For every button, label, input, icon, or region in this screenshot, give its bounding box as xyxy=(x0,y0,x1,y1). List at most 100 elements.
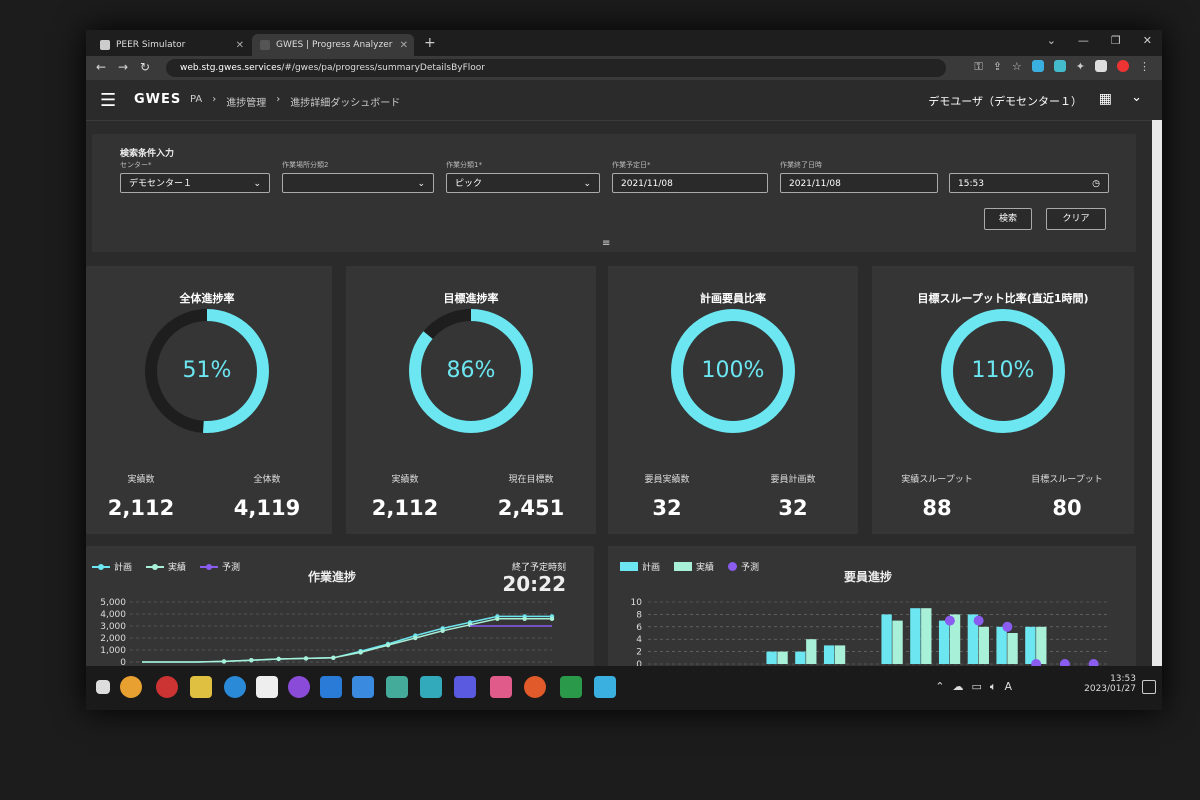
start-menu-icon[interactable] xyxy=(96,680,110,694)
clear-button[interactable]: クリア xyxy=(1046,208,1106,230)
app-icon[interactable] xyxy=(352,676,374,698)
legend-item[interactable]: 計画 xyxy=(92,560,132,573)
center-select[interactable]: センター* デモセンター１ ⌄ xyxy=(120,160,270,193)
legend-swatch xyxy=(620,562,638,571)
sidepanel-icon[interactable] xyxy=(1095,60,1107,72)
back-icon[interactable]: ← xyxy=(96,60,107,74)
breadcrumb-item[interactable]: PA xyxy=(190,94,203,105)
app-icon[interactable] xyxy=(156,676,178,698)
work-area-select[interactable]: 作業場所分類2 ⌄ xyxy=(282,160,434,193)
clock[interactable]: 13:53 2023/01/27 xyxy=(1084,674,1136,694)
bar xyxy=(777,651,788,664)
chevron-up-icon[interactable]: ⌃ xyxy=(935,680,945,693)
legend-item[interactable]: 実績 xyxy=(674,560,714,573)
tab-search-icon[interactable]: ⌄ xyxy=(1046,34,1056,47)
app-icon[interactable] xyxy=(288,676,310,698)
profile-avatar[interactable] xyxy=(1117,60,1129,72)
forecast-point xyxy=(973,615,984,626)
bar xyxy=(823,645,835,664)
end-time-field[interactable]: 15:53 ◷ xyxy=(949,160,1109,193)
legend-item[interactable]: 計画 xyxy=(620,560,660,573)
legend-label: 計画 xyxy=(642,563,661,573)
legend-label: 実績 xyxy=(696,563,715,573)
legend-item[interactable]: 予測 xyxy=(728,560,759,573)
minimize-icon[interactable]: — xyxy=(1077,34,1089,47)
kpi-left-label: 実績数 xyxy=(127,475,155,485)
share-icon[interactable]: ⇪ xyxy=(992,60,1002,73)
kpi-percent: 100% xyxy=(701,358,765,383)
data-point xyxy=(276,656,281,662)
apps-grid-icon[interactable]: ▦ xyxy=(1098,91,1112,107)
powerpoint-icon[interactable] xyxy=(524,676,546,698)
menu-dots-icon[interactable]: ⋮ xyxy=(1139,60,1150,73)
ime-indicator[interactable]: A xyxy=(1004,680,1012,693)
y-tick-label: 8 xyxy=(636,610,642,620)
legend-swatch xyxy=(728,562,738,571)
kpi-left-value: 88 xyxy=(922,496,952,520)
y-tick-label: 2,000 xyxy=(100,634,126,644)
extension-icons: ⚿ ⇪ ☆ ✦ ⋮ xyxy=(974,60,1150,74)
kpi-card-overall: 全体進捗率 51% 実績数 全体数 2,112 4,119 xyxy=(86,266,332,534)
puzzle-icon[interactable]: ✦ xyxy=(1075,60,1085,73)
file-explorer-icon[interactable] xyxy=(190,676,212,698)
brand-logo[interactable]: GWES xyxy=(134,92,182,107)
bar xyxy=(892,620,903,664)
collapse-handle-icon[interactable]: ≡ xyxy=(602,238,611,249)
maximize-icon[interactable]: ❐ xyxy=(1110,34,1121,47)
browser-tab[interactable]: PEER Simulator ✕ xyxy=(92,34,250,56)
chrome-icon[interactable] xyxy=(120,676,142,698)
vscode-icon[interactable] xyxy=(320,676,342,698)
notepad-icon[interactable] xyxy=(256,676,278,698)
page-scrollbar[interactable] xyxy=(1152,120,1162,666)
cloud-icon[interactable]: ☁ xyxy=(952,680,964,693)
notification-icon[interactable] xyxy=(1142,680,1156,694)
forward-icon[interactable]: → xyxy=(118,60,129,74)
close-tab-icon[interactable]: ✕ xyxy=(399,39,408,51)
search-button[interactable]: 検索 xyxy=(984,208,1032,230)
forecast-point xyxy=(944,615,955,626)
work-date-field[interactable]: 作業予定日* 2021/11/08 xyxy=(612,160,768,193)
end-date-field[interactable]: 作業終了日時 2021/11/08 xyxy=(780,160,938,193)
app-icon[interactable] xyxy=(420,676,442,698)
breadcrumb-item[interactable]: 進捗管理 xyxy=(226,98,267,109)
extension-icon[interactable] xyxy=(1031,60,1044,72)
browser-tab-active[interactable]: GWES | Progress Analyzer ✕ xyxy=(252,34,414,56)
user-name[interactable]: デモユーザ（デモセンター１） xyxy=(928,95,1082,108)
close-tab-icon[interactable]: ✕ xyxy=(235,39,244,51)
legend-item[interactable]: 実績 xyxy=(146,560,186,573)
close-window-icon[interactable]: ✕ xyxy=(1142,34,1152,47)
volume-icon[interactable]: 🔈︎ xyxy=(989,680,997,693)
bar xyxy=(834,645,846,664)
legend-item[interactable]: 予測 xyxy=(200,560,240,573)
screen: PEER Simulator ✕ GWES | Progress Analyze… xyxy=(86,30,1162,710)
reload-icon[interactable]: ↻ xyxy=(140,60,151,74)
app-icon[interactable] xyxy=(490,676,512,698)
y-tick-label: 3,000 xyxy=(100,622,126,632)
app-icon[interactable] xyxy=(224,676,246,698)
bookmark-star-icon[interactable]: ☆ xyxy=(1011,60,1022,73)
extension-icon[interactable] xyxy=(1053,60,1066,72)
kpi-right-label: 要員計画数 xyxy=(770,475,816,485)
key-icon[interactable]: ⚿ xyxy=(974,60,983,73)
app-icon[interactable] xyxy=(386,676,408,698)
teams-icon[interactable] xyxy=(454,676,476,698)
bar xyxy=(1025,626,1036,664)
clock-icon: ◷ xyxy=(1092,179,1100,189)
field-label: 作業予定日* xyxy=(612,161,651,169)
kpi-left-label: 要員実績数 xyxy=(644,475,690,485)
data-point xyxy=(221,659,227,664)
chevron-down-icon[interactable]: ⌄ xyxy=(1131,90,1142,105)
app-icon[interactable] xyxy=(594,676,616,698)
work-type-select[interactable]: 作業分類1* ピック ⌄ xyxy=(446,160,600,193)
y-tick-label: 5,000 xyxy=(100,598,126,608)
url-input[interactable]: web.stg.gwes.services/#/gwes/pa/progress… xyxy=(166,59,946,77)
network-icon[interactable]: ▭ xyxy=(971,680,982,693)
kpi-left-value: 2,112 xyxy=(371,496,439,520)
excel-icon[interactable] xyxy=(560,676,582,698)
kpi-right-value: 2,451 xyxy=(497,496,565,520)
kpi-right-value: 80 xyxy=(1052,496,1082,520)
hamburger-menu-icon[interactable]: ☰ xyxy=(100,90,117,111)
new-tab-icon[interactable]: + xyxy=(424,35,436,51)
field-value: 15:53 xyxy=(958,179,984,189)
kpi-right-label: 目標スループット xyxy=(1031,475,1103,485)
